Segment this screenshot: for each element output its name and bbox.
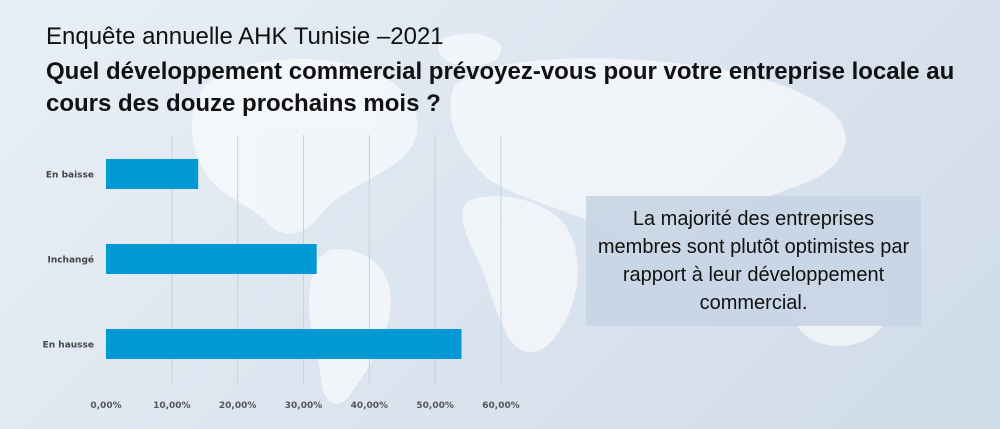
x-tick-label: 30,00% bbox=[285, 401, 323, 411]
x-tick-label: 20,00% bbox=[219, 401, 257, 411]
bar-chart: 0,00% 10,00% 20,00% 30,00% 40,00% 50,00% 60,00… bbox=[43, 135, 520, 411]
x-tick-label: 50,00% bbox=[416, 401, 454, 411]
category-label: Inchangé bbox=[47, 255, 94, 266]
summary-note-text: La majorité des entreprises membres sont… bbox=[597, 208, 910, 314]
x-tick-label: 10,00% bbox=[153, 401, 191, 411]
category-label: En baisse bbox=[46, 171, 94, 181]
bar bbox=[106, 159, 199, 189]
header: Enquête annuelle AHK Tunisie –2021 Quel … bbox=[46, 22, 966, 120]
bar bbox=[106, 244, 317, 274]
bar bbox=[106, 329, 462, 359]
summary-note-box: La majorité des entreprises membres sont… bbox=[586, 196, 921, 326]
x-tick-label: 60,00% bbox=[482, 401, 520, 411]
x-tick-label: 0,00% bbox=[90, 401, 121, 411]
question-title: Quel développement commercial prévoyez-v… bbox=[46, 58, 955, 117]
category-label: En hausse bbox=[43, 341, 94, 351]
survey-subtitle: Enquête annuelle AHK Tunisie –2021 bbox=[46, 23, 444, 50]
x-tick-label: 40,00% bbox=[351, 401, 389, 411]
